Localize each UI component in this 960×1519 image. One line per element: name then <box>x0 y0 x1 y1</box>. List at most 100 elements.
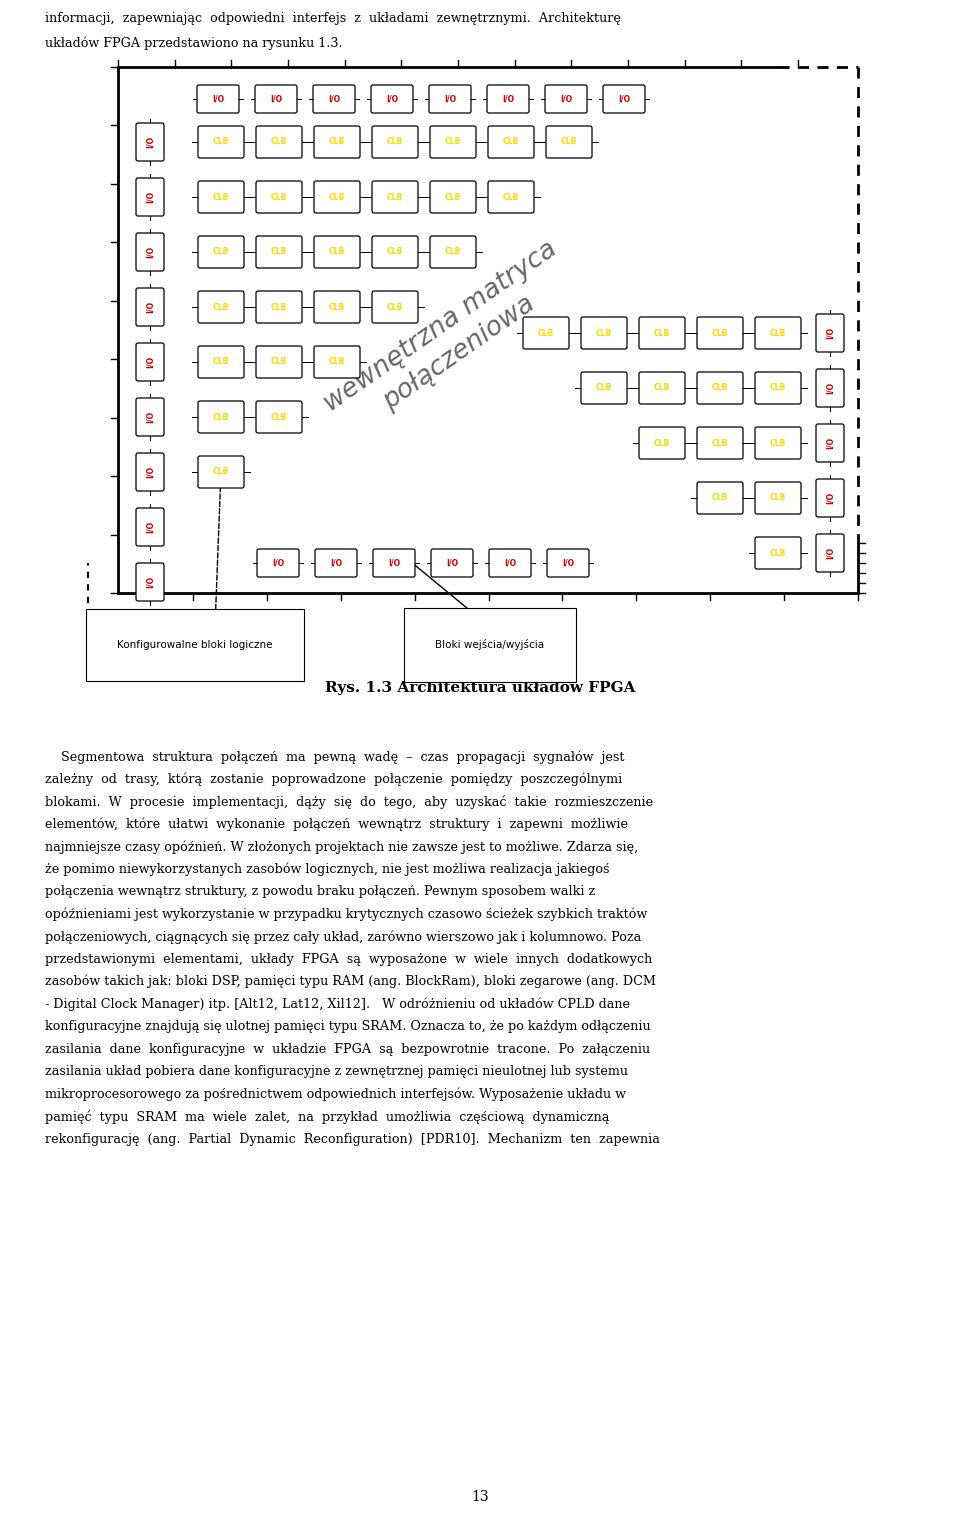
Text: I/O: I/O <box>146 246 155 258</box>
Text: I/O: I/O <box>618 94 630 103</box>
Text: zasilania układ pobiera dane konfiguracyjne z zewnętrznej pamięci nieulotnej lub: zasilania układ pobiera dane konfiguracy… <box>45 1065 628 1078</box>
FancyBboxPatch shape <box>255 85 297 112</box>
FancyBboxPatch shape <box>313 85 355 112</box>
FancyBboxPatch shape <box>545 85 587 112</box>
FancyBboxPatch shape <box>256 181 302 213</box>
Text: Rys. 1.3 Architektura układów FPGA: Rys. 1.3 Architektura układów FPGA <box>324 681 636 696</box>
FancyBboxPatch shape <box>256 346 302 378</box>
Text: CLB: CLB <box>213 248 229 257</box>
Text: CLB: CLB <box>387 248 403 257</box>
Text: Konfigurowalne bloki logiczne: Konfigurowalne bloki logiczne <box>117 639 273 650</box>
Text: CLB: CLB <box>770 328 786 337</box>
Text: CLB: CLB <box>387 302 403 311</box>
Text: CLB: CLB <box>596 328 612 337</box>
FancyBboxPatch shape <box>314 346 360 378</box>
FancyBboxPatch shape <box>489 548 531 577</box>
FancyBboxPatch shape <box>639 427 685 459</box>
FancyBboxPatch shape <box>546 126 592 158</box>
Text: I/O: I/O <box>212 94 224 103</box>
Text: CLB: CLB <box>387 138 403 146</box>
FancyBboxPatch shape <box>198 346 244 378</box>
Text: zasilania  dane  konfiguracyjne  w  układzie  FPGA  są  bezpowrotnie  tracone.  : zasilania dane konfiguracyjne w układzie… <box>45 1042 650 1056</box>
Text: CLB: CLB <box>538 328 554 337</box>
Text: przedstawionymi  elementami,  układy  FPGA  są  wyposażone  w  wiele  innych  do: przedstawionymi elementami, układy FPGA … <box>45 952 652 966</box>
FancyBboxPatch shape <box>136 453 164 491</box>
FancyBboxPatch shape <box>430 235 476 267</box>
FancyBboxPatch shape <box>639 317 685 349</box>
FancyBboxPatch shape <box>136 507 164 545</box>
Text: Bloki wejścia/wyjścia: Bloki wejścia/wyjścia <box>436 639 544 650</box>
FancyBboxPatch shape <box>372 292 418 324</box>
FancyBboxPatch shape <box>256 235 302 267</box>
FancyBboxPatch shape <box>314 235 360 267</box>
Text: CLB: CLB <box>770 548 786 557</box>
Text: 13: 13 <box>471 1490 489 1504</box>
Text: elementów,  które  ułatwi  wykonanie  połączeń  wewnątrz  struktury  i  zapewni : elementów, które ułatwi wykonanie połącz… <box>45 817 628 831</box>
Text: CLB: CLB <box>444 193 461 202</box>
FancyBboxPatch shape <box>429 85 471 112</box>
Text: I/O: I/O <box>330 559 342 568</box>
FancyBboxPatch shape <box>816 478 844 516</box>
FancyBboxPatch shape <box>755 482 801 513</box>
Text: I/O: I/O <box>502 94 514 103</box>
Text: CLB: CLB <box>712 494 728 503</box>
Text: wewnętrzna matryca
połączeniowa: wewnętrzna matryca połączeniowa <box>320 237 581 444</box>
Text: połączeniowych, ciągnących się przez cały układ, zarówno wierszowo jak i kolumno: połączeniowych, ciągnących się przez cał… <box>45 930 641 943</box>
Text: CLB: CLB <box>213 193 229 202</box>
Text: I/O: I/O <box>146 466 155 478</box>
Text: - Digital Clock Manager) itp. [Alt12, Lat12, Xil12].   W odróżnieniu od układów : - Digital Clock Manager) itp. [Alt12, La… <box>45 998 630 1012</box>
Text: I/O: I/O <box>444 94 456 103</box>
Text: I/O: I/O <box>270 94 282 103</box>
Text: I/O: I/O <box>146 576 155 588</box>
Text: I/O: I/O <box>146 412 155 424</box>
FancyBboxPatch shape <box>136 123 164 161</box>
Text: CLB: CLB <box>444 248 461 257</box>
FancyBboxPatch shape <box>136 289 164 327</box>
FancyBboxPatch shape <box>755 372 801 404</box>
Text: CLB: CLB <box>213 468 229 477</box>
Text: CLB: CLB <box>213 138 229 146</box>
Text: CLB: CLB <box>712 328 728 337</box>
Text: pamięć  typu  SRAM  ma  wiele  zalet,  na  przykład  umożliwia  częściową  dynam: pamięć typu SRAM ma wiele zalet, na przy… <box>45 1110 610 1124</box>
FancyBboxPatch shape <box>373 548 415 577</box>
FancyBboxPatch shape <box>372 235 418 267</box>
FancyBboxPatch shape <box>755 317 801 349</box>
Text: blokami.  W  procesie  implementacji,  dąży  się  do  tego,  aby  uzyskać  takie: blokami. W procesie implementacji, dąży … <box>45 794 653 810</box>
Text: mikroprocesorowego za pośrednictwem odpowiednich interfejsów. Wyposażenie układu: mikroprocesorowego za pośrednictwem odpo… <box>45 1088 626 1101</box>
Text: że pomimo niewykorzystanych zasobów logicznych, nie jest możliwa realizacja jaki: że pomimo niewykorzystanych zasobów logi… <box>45 863 610 876</box>
Text: I/O: I/O <box>146 355 155 368</box>
FancyBboxPatch shape <box>198 401 244 433</box>
Text: CLB: CLB <box>329 357 346 366</box>
FancyBboxPatch shape <box>315 548 357 577</box>
Text: I/O: I/O <box>826 492 834 504</box>
Text: CLB: CLB <box>503 193 519 202</box>
FancyBboxPatch shape <box>603 85 645 112</box>
Text: I/O: I/O <box>826 381 834 393</box>
FancyBboxPatch shape <box>697 427 743 459</box>
Text: CLB: CLB <box>271 302 287 311</box>
Text: zasobów takich jak: bloki DSP, pamięci typu RAM (ang. BlockRam), bloki zegarowe : zasobów takich jak: bloki DSP, pamięci t… <box>45 975 656 989</box>
FancyBboxPatch shape <box>430 181 476 213</box>
Text: CLB: CLB <box>271 357 287 366</box>
Text: I/O: I/O <box>826 327 834 339</box>
Text: CLB: CLB <box>712 439 728 448</box>
Text: CLB: CLB <box>712 383 728 392</box>
FancyBboxPatch shape <box>198 292 244 324</box>
FancyBboxPatch shape <box>487 85 529 112</box>
Text: połączenia wewnątrz struktury, z powodu braku połączeń. Pewnym sposobem walki z: połączenia wewnątrz struktury, z powodu … <box>45 886 595 898</box>
Text: CLB: CLB <box>271 248 287 257</box>
Text: I/O: I/O <box>504 559 516 568</box>
Text: I/O: I/O <box>826 437 834 450</box>
FancyBboxPatch shape <box>697 482 743 513</box>
FancyBboxPatch shape <box>314 292 360 324</box>
FancyBboxPatch shape <box>371 85 413 112</box>
Text: I/O: I/O <box>386 94 398 103</box>
FancyBboxPatch shape <box>755 538 801 570</box>
Text: I/O: I/O <box>560 94 572 103</box>
Text: CLB: CLB <box>770 494 786 503</box>
Text: CLB: CLB <box>271 193 287 202</box>
Text: I/O: I/O <box>562 559 574 568</box>
FancyBboxPatch shape <box>198 456 244 488</box>
FancyBboxPatch shape <box>136 564 164 602</box>
Text: rekonfigurację  (ang.  Partial  Dynamic  Reconfiguration)  [PDR10].  Mechanizm  : rekonfigurację (ang. Partial Dynamic Rec… <box>45 1133 660 1145</box>
